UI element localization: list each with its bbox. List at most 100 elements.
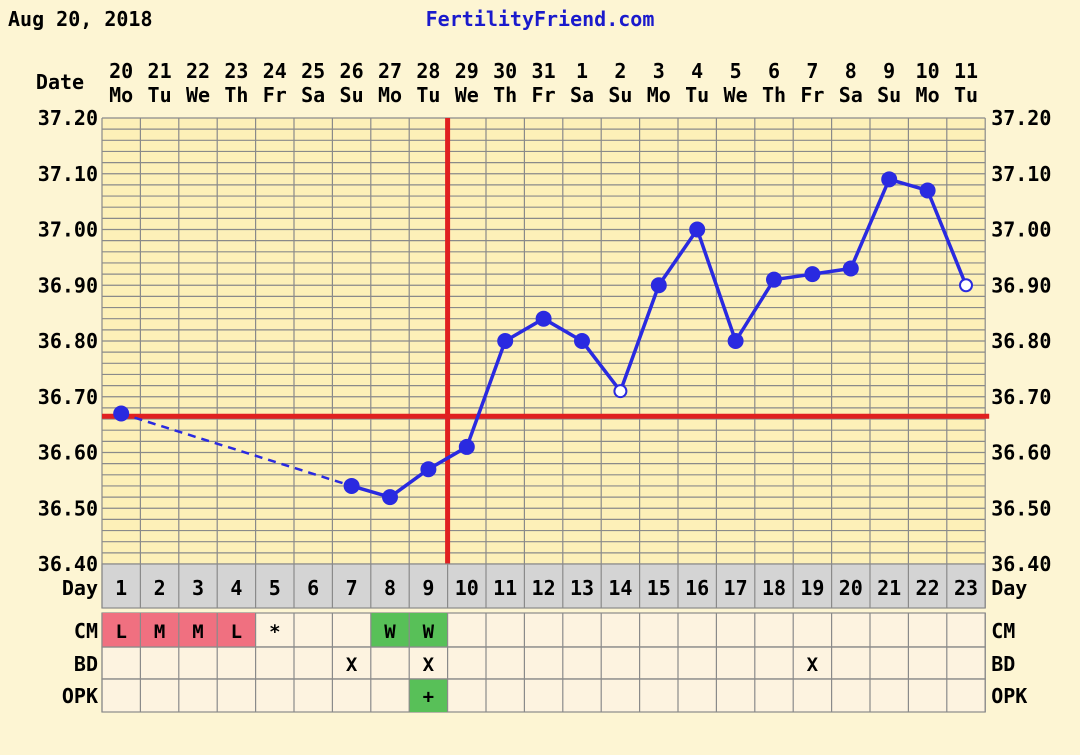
row-label: BD	[991, 652, 1015, 676]
temp-point	[382, 489, 398, 506]
weekday-label: Fr	[800, 83, 824, 107]
date-label: 22	[186, 59, 210, 83]
date-label: 27	[378, 59, 402, 83]
day-number: 10	[455, 576, 479, 600]
cm-cell-fill	[370, 613, 410, 647]
y-tick-label: 37.10	[991, 162, 1051, 186]
date-label: 30	[493, 59, 517, 83]
weekday-label: Su	[340, 83, 364, 107]
day-number: 8	[384, 576, 396, 600]
date-label: 5	[730, 59, 742, 83]
date-label: 1	[576, 59, 588, 83]
date-label: 11	[954, 59, 978, 83]
date-label: 10	[916, 59, 940, 83]
row-label: OPK	[991, 684, 1027, 708]
day-number: 17	[724, 576, 748, 600]
date-label: 23	[224, 59, 248, 83]
y-tick-label: 36.40	[991, 552, 1051, 576]
y-tick-label: 36.80	[991, 329, 1051, 353]
date-label: 4	[691, 59, 703, 83]
temp-point	[458, 438, 475, 455]
y-tick-label: 36.50	[991, 496, 1051, 520]
day-number: 11	[493, 576, 517, 600]
date-label: 24	[263, 59, 287, 83]
weekday-label: We	[186, 83, 210, 107]
temp-point	[804, 266, 821, 283]
day-number: 23	[954, 576, 978, 600]
weekday-label: Mo	[647, 83, 671, 107]
weekday-label: Th	[762, 83, 786, 107]
weekday-label: Sa	[839, 83, 863, 107]
day-number: 18	[762, 576, 786, 600]
temp-line-segment	[734, 278, 776, 342]
row-label: CM	[991, 619, 1015, 643]
weekday-label: Su	[877, 83, 901, 107]
y-tick-label: 36.60	[991, 441, 1051, 465]
y-tick-label: 36.70	[991, 385, 1051, 409]
cm-cell-fill	[217, 613, 256, 647]
date-row-label: Date	[36, 70, 84, 94]
day-number: 3	[192, 576, 204, 600]
temp-point	[497, 333, 514, 349]
temp-point	[689, 221, 706, 238]
date-label: 6	[768, 59, 780, 83]
temp-point	[881, 171, 898, 188]
bd-value: X	[346, 654, 358, 676]
temp-point	[613, 384, 628, 399]
date-label: 25	[301, 59, 325, 83]
site-name: FertilityFriend.com	[426, 7, 655, 31]
day-row	[101, 563, 986, 609]
temp-line-segment	[695, 228, 738, 342]
day-number: 15	[647, 576, 671, 600]
day-number: 4	[230, 576, 242, 600]
y-tick-label: 36.60	[38, 441, 98, 465]
y-tick-label: 36.90	[38, 273, 98, 297]
day-number: 13	[570, 576, 594, 600]
weekday-label: Sa	[301, 83, 325, 107]
date-label: 20	[109, 59, 133, 83]
bd-value: X	[423, 654, 435, 676]
opk-row	[101, 678, 986, 713]
bd-value: X	[807, 654, 819, 676]
y-tick-label: 37.20	[991, 106, 1051, 130]
weekday-label: Su	[608, 83, 632, 107]
chart-date: Aug 20, 2018	[8, 7, 153, 31]
y-tick-label: 36.50	[38, 496, 98, 520]
weekday-label: We	[724, 83, 748, 107]
day-number: 7	[346, 576, 358, 600]
temp-point	[113, 405, 130, 422]
cm-value: M	[192, 621, 203, 643]
date-label: 26	[340, 59, 364, 83]
cm-value: M	[154, 621, 165, 643]
weekday-label: Th	[493, 83, 517, 107]
temp-point	[650, 277, 667, 294]
date-label: 8	[845, 59, 857, 83]
temp-line-segment	[580, 339, 622, 393]
day-number: 14	[608, 576, 632, 600]
day-number: 1	[115, 576, 127, 600]
row-label: BD	[74, 652, 98, 676]
temp-point	[574, 333, 590, 349]
date-label: 2	[614, 59, 626, 83]
date-label: 9	[883, 59, 895, 83]
cm-cell-fill	[102, 613, 141, 647]
date-label: 21	[148, 59, 172, 83]
row-label: Day	[991, 576, 1027, 600]
y-tick-label: 36.90	[991, 273, 1051, 297]
cm-cell-fill	[178, 613, 218, 647]
cm-value: L	[231, 621, 242, 643]
weekday-label: Sa	[570, 83, 594, 107]
cm-cell-fill	[409, 613, 448, 647]
y-tick-label: 37.00	[38, 218, 98, 242]
weekday-label: Mo	[916, 83, 940, 107]
temp-line-segment	[925, 189, 968, 286]
bd-row	[101, 646, 986, 680]
day-number: 5	[269, 576, 281, 600]
row-label: OPK	[62, 684, 98, 708]
weekday-label: Tu	[416, 83, 440, 107]
temp-point	[420, 461, 437, 478]
temp-point	[959, 278, 973, 293]
temp-gap-line	[120, 412, 352, 488]
row-label: CM	[74, 619, 98, 643]
